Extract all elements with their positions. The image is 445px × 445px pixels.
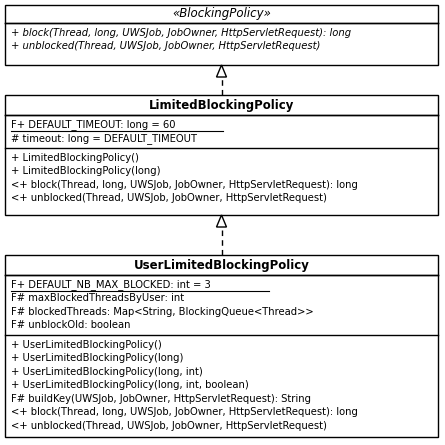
Text: + UserLimitedBlockingPolicy(long): + UserLimitedBlockingPolicy(long) — [11, 353, 183, 363]
Text: F+ DEFAULT_NB_MAX_BLOCKED: int = 3: F+ DEFAULT_NB_MAX_BLOCKED: int = 3 — [11, 279, 211, 290]
Text: + UserLimitedBlockingPolicy(long, int): + UserLimitedBlockingPolicy(long, int) — [11, 367, 203, 377]
Text: + block(Thread, long, UWSJob, JobOwner, HttpServletRequest): long: + block(Thread, long, UWSJob, JobOwner, … — [11, 28, 351, 38]
Text: «BlockingPolicy»: «BlockingPolicy» — [172, 8, 271, 20]
Text: # timeout: long = DEFAULT_TIMEOUT: # timeout: long = DEFAULT_TIMEOUT — [11, 133, 197, 144]
Text: LimitedBlockingPolicy: LimitedBlockingPolicy — [149, 98, 294, 112]
Text: + LimitedBlockingPolicy(): + LimitedBlockingPolicy() — [11, 153, 139, 163]
Text: <+ unblocked(Thread, UWSJob, JobOwner, HttpServletRequest): <+ unblocked(Thread, UWSJob, JobOwner, H… — [11, 193, 327, 203]
Text: <+ block(Thread, long, UWSJob, JobOwner, HttpServletRequest): long: <+ block(Thread, long, UWSJob, JobOwner,… — [11, 407, 358, 417]
Text: F# buildKey(UWSJob, JobOwner, HttpServletRequest): String: F# buildKey(UWSJob, JobOwner, HttpServle… — [11, 394, 311, 404]
Text: F+ DEFAULT_TIMEOUT: long = 60: F+ DEFAULT_TIMEOUT: long = 60 — [11, 119, 175, 130]
Bar — [5, 95, 438, 215]
Text: + LimitedBlockingPolicy(long): + LimitedBlockingPolicy(long) — [11, 166, 161, 176]
Text: + UserLimitedBlockingPolicy(): + UserLimitedBlockingPolicy() — [11, 340, 162, 350]
Polygon shape — [217, 65, 227, 77]
Text: <+ block(Thread, long, UWSJob, JobOwner, HttpServletRequest): long: <+ block(Thread, long, UWSJob, JobOwner,… — [11, 180, 358, 190]
Bar — [5, 255, 438, 437]
Bar — [5, 5, 438, 65]
Polygon shape — [217, 215, 227, 227]
Text: + UserLimitedBlockingPolicy(long, int, boolean): + UserLimitedBlockingPolicy(long, int, b… — [11, 380, 249, 390]
Text: UserLimitedBlockingPolicy: UserLimitedBlockingPolicy — [134, 259, 309, 271]
Text: + unblocked(Thread, UWSJob, JobOwner, HttpServletRequest): + unblocked(Thread, UWSJob, JobOwner, Ht… — [11, 41, 320, 51]
Text: F# maxBlockedThreadsByUser: int: F# maxBlockedThreadsByUser: int — [11, 293, 184, 303]
Text: F# blockedThreads: Map<String, BlockingQueue<Thread>>: F# blockedThreads: Map<String, BlockingQ… — [11, 307, 314, 317]
Text: F# unblockOld: boolean: F# unblockOld: boolean — [11, 320, 130, 330]
Text: <+ unblocked(Thread, UWSJob, JobOwner, HttpServletRequest): <+ unblocked(Thread, UWSJob, JobOwner, H… — [11, 421, 327, 431]
